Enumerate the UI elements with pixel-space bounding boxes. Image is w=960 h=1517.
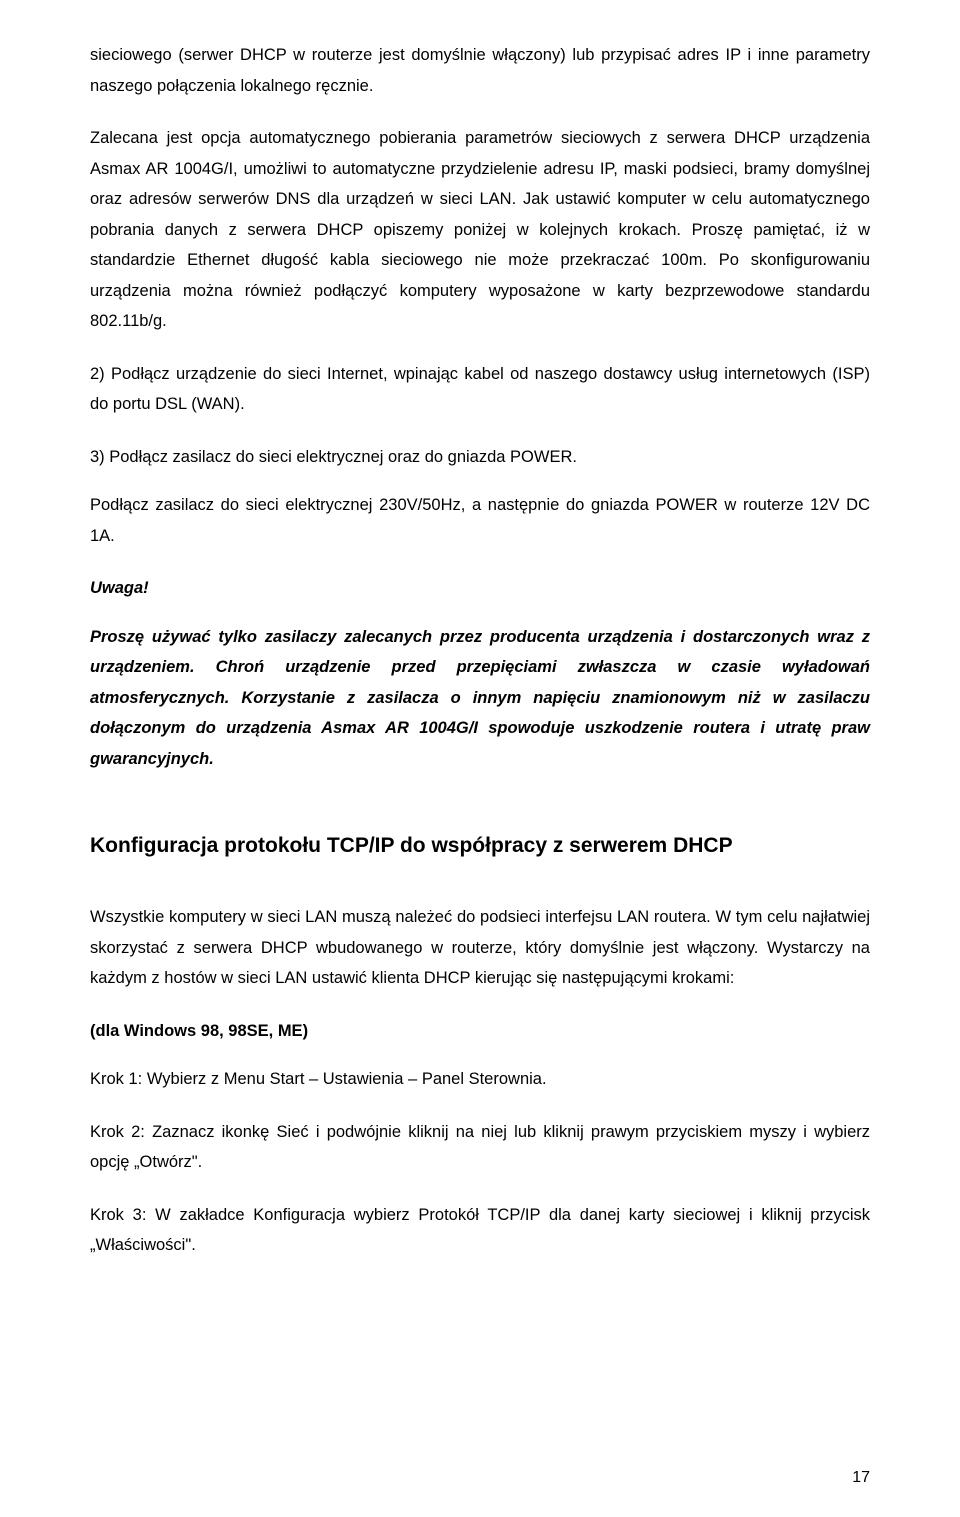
krok-2: Krok 2: Zaznacz ikonkę Sieć i podwójnie … bbox=[90, 1117, 870, 1178]
krok-3: Krok 3: W zakładce Konfiguracja wybierz … bbox=[90, 1200, 870, 1261]
section-heading: Konfiguracja protokołu TCP/IP do współpr… bbox=[90, 834, 870, 858]
paragraph-recommendation: Zalecana jest opcja automatycznego pobie… bbox=[90, 123, 870, 337]
paragraph-tcpip-intro: Wszystkie komputery w sieci LAN muszą na… bbox=[90, 902, 870, 994]
step-3: 3) Podłącz zasilacz do sieci elektryczne… bbox=[90, 442, 870, 473]
paragraph-power: Podłącz zasilacz do sieci elektrycznej 2… bbox=[90, 490, 870, 551]
windows-label: (dla Windows 98, 98SE, ME) bbox=[90, 1016, 870, 1047]
page-number: 17 bbox=[852, 1469, 870, 1487]
warning-text: Proszę używać tylko zasilaczy zalecanych… bbox=[90, 622, 870, 775]
krok-1: Krok 1: Wybierz z Menu Start – Ustawieni… bbox=[90, 1064, 870, 1095]
step-2: 2) Podłącz urządzenie do sieci Internet,… bbox=[90, 359, 870, 420]
document-page: sieciowego (serwer DHCP w routerze jest … bbox=[0, 0, 960, 1517]
warning-label: Uwaga! bbox=[90, 573, 870, 604]
paragraph-continuation: sieciowego (serwer DHCP w routerze jest … bbox=[90, 40, 870, 101]
